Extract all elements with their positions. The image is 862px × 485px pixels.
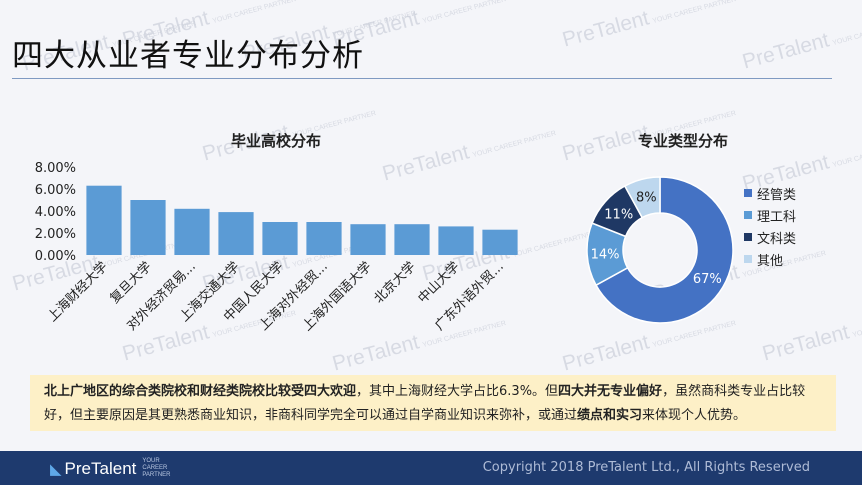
y-tick-label: 4.00% bbox=[35, 205, 76, 220]
watermark-tag: YOUR CAREER PARTNER bbox=[851, 310, 862, 339]
bar bbox=[130, 200, 166, 255]
logo-mark-icon: ◣ bbox=[50, 460, 62, 478]
y-tick-label: 0.00% bbox=[35, 249, 76, 264]
bar bbox=[86, 185, 122, 255]
note-highlight: 绩点和实习 bbox=[577, 408, 643, 423]
copyright-text: Copyright 2018 PreTalent Ltd., All Right… bbox=[482, 460, 810, 475]
legend-swatch bbox=[744, 233, 752, 241]
bar bbox=[262, 222, 298, 255]
legend-label: 其他 bbox=[757, 253, 784, 269]
title-divider bbox=[12, 78, 832, 79]
watermark: PreTalentYOUR CAREER PARTNER bbox=[760, 297, 862, 366]
slice-value-label: 8% bbox=[636, 191, 657, 206]
pie-legend: 经管类理工科文科类其他 bbox=[744, 182, 796, 270]
watermark-text: PreTalent bbox=[559, 6, 652, 52]
watermark-text: PreTalent bbox=[559, 330, 652, 376]
bar-chart-title: 毕业高校分布 bbox=[231, 132, 322, 150]
bar bbox=[218, 212, 254, 255]
bar bbox=[438, 226, 474, 255]
note-text: ，虽然商科类专业占比较好，但主要原因是其更熟悉商业知识，非商科同学完全可以通过自… bbox=[44, 384, 806, 423]
x-tick-label: 上海财经大学 bbox=[44, 259, 110, 325]
note-highlight: 北上广地区的综合类院校和财经类院校比较受四大欢迎 bbox=[44, 384, 357, 399]
watermark-tag: YOUR CAREER PARTNER bbox=[651, 0, 737, 25]
bar bbox=[174, 208, 210, 255]
note-text: ，其中上海财经大学占比6.3%。但 bbox=[356, 384, 559, 399]
watermark: PreTalentYOUR CAREER PARTNER bbox=[740, 5, 862, 74]
bar bbox=[482, 229, 518, 255]
legend-swatch bbox=[744, 255, 752, 263]
watermark-text: PreTalent bbox=[739, 28, 832, 74]
legend-item: 理工科 bbox=[744, 204, 796, 226]
legend-item: 其他 bbox=[744, 248, 796, 270]
legend-swatch bbox=[744, 189, 752, 197]
note-highlight: 四大并无专业偏好 bbox=[558, 384, 663, 399]
watermark-tag: YOUR CAREER PARTNER bbox=[211, 0, 297, 25]
y-tick-label: 2.00% bbox=[35, 227, 76, 242]
footer-tagline: YOUR CAREER PARTNER bbox=[142, 458, 171, 478]
slice-value-label: 14% bbox=[591, 247, 620, 262]
donut-slice bbox=[595, 176, 734, 324]
bar bbox=[350, 224, 386, 255]
donut-chart: 67% 14% 11%8% bbox=[586, 176, 734, 324]
legend-label: 理工科 bbox=[757, 209, 797, 225]
legend-swatch bbox=[744, 211, 752, 219]
footer-logo: ◣ PreTalent YOUR CAREER PARTNER bbox=[50, 458, 171, 479]
y-tick-label: 6.00% bbox=[35, 183, 76, 198]
legend-label: 文科类 bbox=[757, 231, 797, 247]
legend-item: 经管类 bbox=[744, 182, 796, 204]
y-tick-label: 8.00% bbox=[35, 161, 76, 176]
legend-item: 文科类 bbox=[744, 226, 796, 248]
note-text: 来体现个人优势。 bbox=[642, 408, 747, 423]
watermark-tag: YOUR CAREER PARTNER bbox=[831, 18, 862, 47]
watermark-tag: YOUR CAREER PARTNER bbox=[421, 0, 507, 25]
summary-note: 北上广地区的综合类院校和财经类院校比较受四大欢迎，其中上海财经大学占比6.3%。… bbox=[30, 375, 836, 431]
slice-value-label: 67% bbox=[693, 272, 722, 287]
x-tick-label: 北京大学 bbox=[371, 259, 419, 307]
page-title: 四大从业者专业分布分析 bbox=[12, 38, 364, 74]
legend-label: 经管类 bbox=[757, 187, 797, 203]
watermark: PreTalentYOUR CAREER PARTNER bbox=[560, 0, 738, 53]
footer-logo-text: PreTalent bbox=[64, 458, 137, 478]
bar bbox=[394, 224, 430, 255]
slice-value-label: 11% bbox=[604, 208, 633, 223]
watermark-text: PreTalent bbox=[759, 320, 852, 366]
pie-chart-title: 专业类型分布 bbox=[638, 132, 729, 150]
donut-slice bbox=[623, 176, 661, 219]
bar bbox=[306, 222, 342, 255]
bar-chart: 0.00%2.00%4.00%6.00%8.00%上海财经大学复旦大学对外经济贸… bbox=[35, 161, 518, 334]
watermark-tag: YOUR CAREER PARTNER bbox=[831, 140, 862, 169]
footer-bar: ◣ PreTalent YOUR CAREER PARTNER Copyrigh… bbox=[0, 451, 862, 485]
